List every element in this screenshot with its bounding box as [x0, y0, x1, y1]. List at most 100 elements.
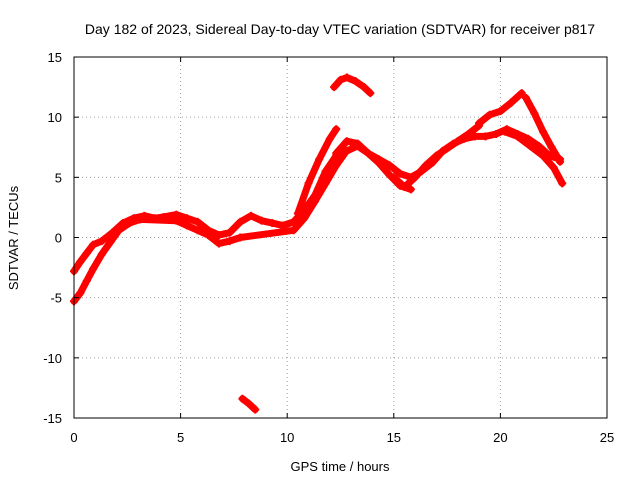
data-point	[268, 219, 277, 228]
data-point	[500, 127, 509, 136]
series-low-band	[70, 149, 349, 305]
axis-ticks: 0 5 10 15 20 25 -15 -10 -5 0 5 10 15	[43, 50, 614, 445]
data-point	[204, 231, 213, 240]
data-point	[321, 167, 330, 176]
series-hump-12h	[330, 74, 374, 97]
data-point	[125, 219, 134, 228]
data-point	[521, 93, 530, 102]
data-point	[400, 182, 409, 191]
data-point	[513, 132, 522, 141]
data-point	[278, 221, 287, 230]
data-point	[406, 185, 415, 194]
data-point	[97, 250, 106, 259]
data-point	[193, 226, 202, 235]
data-point	[246, 211, 255, 220]
data-point	[76, 257, 85, 266]
data-point	[364, 149, 373, 158]
data-point	[475, 119, 484, 128]
data-point	[304, 179, 313, 188]
data-point	[353, 139, 362, 148]
x-tick-label: 5	[177, 430, 184, 445]
data-point	[310, 197, 319, 206]
data-point	[481, 132, 490, 141]
data-point	[214, 239, 223, 248]
data-point	[507, 98, 516, 107]
x-tick-label: 10	[280, 430, 294, 445]
data-point	[421, 161, 430, 170]
data-point	[389, 173, 398, 182]
data-point	[332, 125, 341, 134]
data-traces	[70, 73, 567, 414]
data-point	[251, 405, 260, 414]
y-tick-label: 10	[48, 110, 62, 125]
x-tick-label: 0	[70, 430, 77, 445]
data-point	[385, 161, 394, 170]
data-point	[530, 109, 539, 118]
data-point	[464, 130, 473, 139]
data-point	[182, 221, 191, 230]
data-point	[351, 77, 360, 86]
data-point	[193, 217, 202, 226]
data-point	[443, 144, 452, 153]
data-point	[76, 288, 85, 297]
data-point	[453, 137, 462, 146]
data-point	[289, 217, 298, 226]
data-point	[558, 179, 567, 188]
x-tick-label: 20	[493, 430, 507, 445]
data-point	[321, 179, 330, 188]
data-point	[89, 240, 98, 249]
data-point	[539, 127, 548, 136]
y-tick-label: 5	[55, 170, 62, 185]
data-point	[172, 216, 181, 225]
data-point	[225, 237, 234, 246]
y-tick-label: -15	[43, 411, 62, 426]
data-point	[82, 276, 91, 285]
x-tick-label: 15	[387, 430, 401, 445]
data-point	[549, 163, 558, 172]
data-point	[332, 149, 341, 158]
data-point	[182, 214, 191, 223]
y-tick-label: -5	[50, 291, 62, 306]
data-point	[315, 155, 324, 164]
data-point	[496, 107, 505, 116]
data-point	[289, 226, 298, 235]
data-point	[225, 228, 234, 237]
plot-frame	[73, 56, 608, 419]
data-point	[526, 142, 535, 151]
data-point	[244, 399, 253, 408]
data-point	[492, 130, 501, 139]
data-point	[136, 215, 145, 224]
data-point	[366, 89, 375, 98]
data-point	[82, 249, 91, 258]
data-point	[342, 73, 351, 82]
x-axis-label: GPS time / hours	[291, 459, 390, 474]
data-point	[114, 226, 123, 235]
data-point	[556, 157, 565, 166]
data-point	[374, 158, 383, 167]
data-point	[330, 83, 339, 92]
grid	[74, 57, 607, 418]
y-tick-label: 0	[55, 231, 62, 246]
data-point	[396, 169, 405, 178]
data-point	[214, 231, 223, 240]
data-point	[300, 214, 309, 223]
data-point	[485, 110, 494, 119]
data-point	[236, 233, 245, 242]
data-point	[332, 161, 341, 170]
data-point	[97, 237, 106, 246]
x-tick-label: 25	[600, 430, 614, 445]
data-point	[547, 143, 556, 152]
data-point	[325, 134, 334, 143]
data-point	[106, 238, 115, 247]
data-point	[539, 151, 548, 160]
y-tick-label: -10	[43, 351, 62, 366]
y-tick-label: 15	[48, 50, 62, 65]
y-axis-label: SDTVAR / TECUs	[6, 185, 21, 290]
data-point	[342, 137, 351, 146]
data-point	[293, 209, 302, 218]
data-point	[238, 394, 247, 403]
data-point	[340, 149, 349, 158]
data-point	[359, 83, 368, 92]
data-point	[336, 75, 345, 84]
